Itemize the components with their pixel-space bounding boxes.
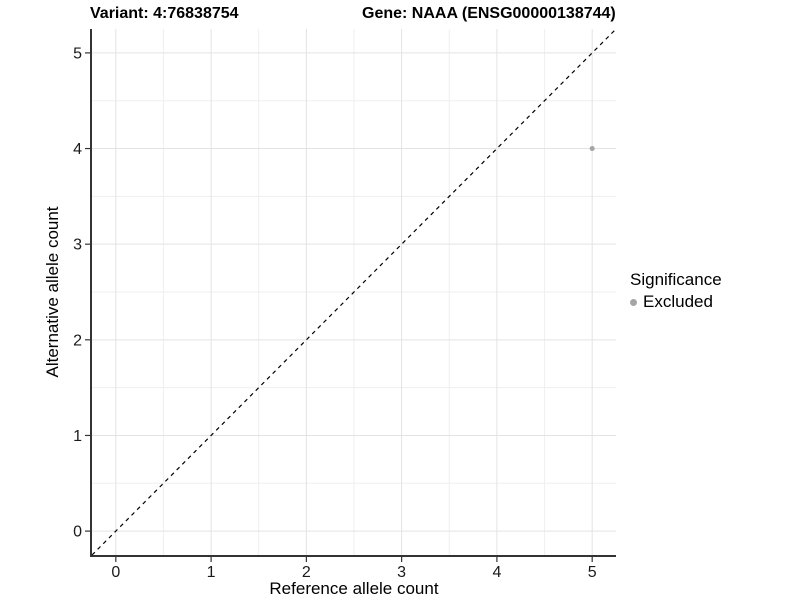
x-tick-label: 5 [588, 564, 597, 581]
y-axis-title: Alternative allele count [43, 206, 62, 377]
legend-title: Significance [630, 270, 722, 289]
x-tick-label: 4 [492, 564, 501, 581]
x-tick-label: 3 [397, 564, 406, 581]
legend-entry-excluded: Excluded [630, 291, 722, 312]
legend-point-icon [630, 298, 637, 306]
gene-title: Gene: NAAA (ENSG00000138744) [362, 5, 616, 22]
x-tick-label: 1 [207, 564, 216, 581]
x-axis-title: Reference allele count [269, 579, 438, 598]
y-tick-label: 2 [73, 332, 82, 349]
y-tick-label: 5 [73, 45, 82, 62]
data-point [589, 146, 595, 152]
y-tick-label: 1 [73, 428, 82, 445]
variant-title: Variant: 4:76838754 [90, 5, 239, 22]
legend: Significance Excluded [630, 270, 722, 312]
legend-entry-label: Excluded [643, 291, 713, 311]
x-tick-label: 0 [111, 564, 120, 581]
x-tick-label: 2 [302, 564, 311, 581]
y-tick-label: 4 [73, 141, 82, 158]
y-tick-label: 3 [73, 237, 82, 254]
y-tick-label: 0 [73, 524, 82, 541]
identity-dashed-line [91, 28, 617, 556]
